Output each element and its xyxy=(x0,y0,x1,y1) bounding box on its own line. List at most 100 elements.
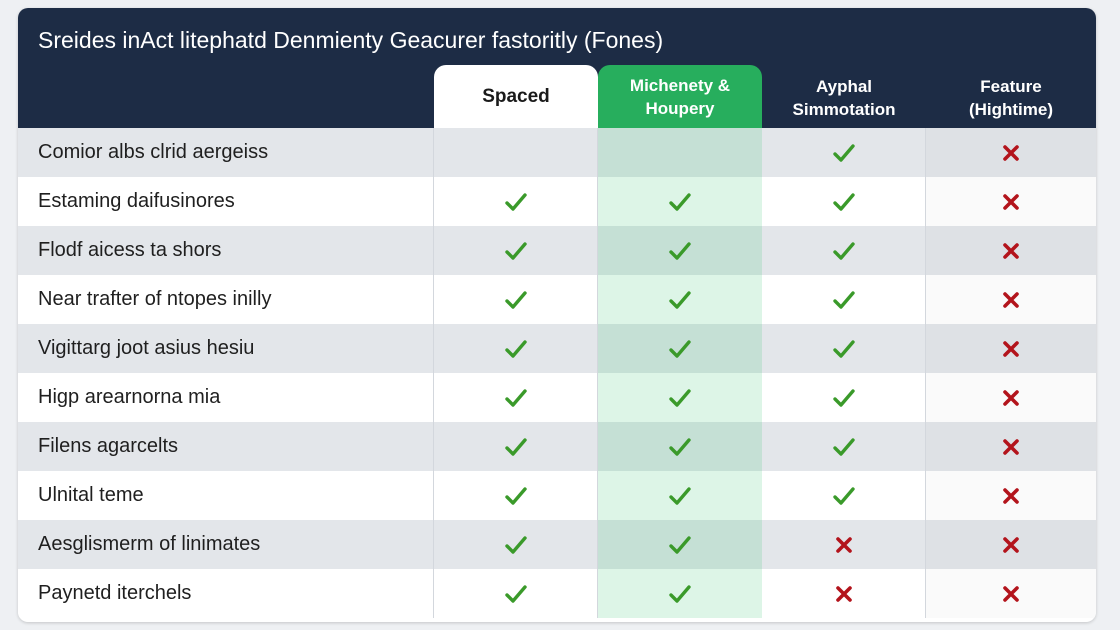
feature-cell xyxy=(598,373,762,422)
cross-icon xyxy=(1002,193,1020,211)
cross-icon xyxy=(1002,242,1020,260)
feature-cell xyxy=(926,422,1096,471)
feature-rows: Comior albs clrid aergeiss Estaming daifu… xyxy=(18,128,1096,618)
cross-icon xyxy=(1002,389,1020,407)
feature-label: Filens agarcelts xyxy=(18,422,434,471)
page-title: Sreides inAct litephatd Denmienty Geacur… xyxy=(38,27,664,53)
feature-label: Estaming daifusinores xyxy=(18,177,434,226)
feature-label: Vigittarg joot asius hesiu xyxy=(18,324,434,373)
feature-cell xyxy=(598,520,762,569)
check-icon xyxy=(668,583,692,605)
column-header-feature: Feature (Hightime) xyxy=(926,68,1096,128)
feature-label: Flodf aicess ta shors xyxy=(18,226,434,275)
feature-cell xyxy=(434,324,598,373)
table-row: Filens agarcelts xyxy=(18,422,1096,471)
feature-cell xyxy=(926,226,1096,275)
feature-label: Ulnital teme xyxy=(18,471,434,520)
table-row: Aesglismerm of linimates xyxy=(18,520,1096,569)
check-icon xyxy=(668,289,692,311)
check-icon xyxy=(668,338,692,360)
feature-cell xyxy=(762,128,926,177)
comparison-card: Sreides inAct litephatd Denmienty Geacur… xyxy=(18,8,1096,622)
check-icon xyxy=(832,436,856,458)
column-header-line: Feature xyxy=(980,77,1042,96)
feature-cell xyxy=(434,471,598,520)
check-icon xyxy=(668,534,692,556)
feature-cell xyxy=(598,177,762,226)
column-header-line: (Hightime) xyxy=(968,100,1054,119)
cross-icon xyxy=(835,536,853,554)
check-icon xyxy=(504,240,528,262)
table-row: Near trafter of ntopes inilly xyxy=(18,275,1096,324)
cross-icon xyxy=(1002,291,1020,309)
feature-cell xyxy=(762,373,926,422)
feature-cell xyxy=(434,569,598,618)
feature-cell xyxy=(434,128,598,177)
feature-cell xyxy=(598,275,762,324)
feature-cell xyxy=(926,520,1096,569)
column-header-line: Ayphal xyxy=(815,77,873,96)
feature-cell xyxy=(762,422,926,471)
column-header-line: Simmotation xyxy=(792,100,896,119)
feature-cell xyxy=(926,128,1096,177)
column-header-line: Houpery xyxy=(645,98,715,118)
cross-icon xyxy=(1002,340,1020,358)
check-icon xyxy=(504,534,528,556)
cross-icon xyxy=(1002,144,1020,162)
feature-cell xyxy=(434,373,598,422)
feature-cell xyxy=(762,520,926,569)
feature-cell xyxy=(434,226,598,275)
table-row: Estaming daifusinores xyxy=(18,177,1096,226)
feature-label: Aesglismerm of linimates xyxy=(18,520,434,569)
cross-icon xyxy=(1002,438,1020,456)
feature-cell xyxy=(762,275,926,324)
feature-cell xyxy=(434,177,598,226)
feature-cell xyxy=(434,520,598,569)
feature-cell xyxy=(598,569,762,618)
check-icon xyxy=(832,485,856,507)
check-icon xyxy=(504,191,528,213)
check-icon xyxy=(668,387,692,409)
feature-cell xyxy=(926,569,1096,618)
table-header: Sreides inAct litephatd Denmienty Geacur… xyxy=(18,8,1096,128)
feature-label: Near trafter of ntopes inilly xyxy=(18,275,434,324)
check-icon xyxy=(832,338,856,360)
feature-cell xyxy=(926,373,1096,422)
table-row: Paynetd iterchels xyxy=(18,569,1096,618)
cross-icon xyxy=(1002,487,1020,505)
table-row: Ulnital teme xyxy=(18,471,1096,520)
table-row: Vigittarg joot asius hesiu xyxy=(18,324,1096,373)
feature-cell xyxy=(434,422,598,471)
check-icon xyxy=(668,191,692,213)
feature-cell xyxy=(762,324,926,373)
check-icon xyxy=(668,485,692,507)
check-icon xyxy=(504,289,528,311)
feature-cell xyxy=(434,275,598,324)
check-icon xyxy=(668,436,692,458)
feature-cell xyxy=(926,177,1096,226)
feature-label: Comior albs clrid aergeiss xyxy=(18,128,434,177)
column-header-ayphal: Ayphal Simmotation xyxy=(762,68,926,128)
check-icon xyxy=(832,289,856,311)
check-icon xyxy=(832,387,856,409)
column-header-line: Spaced xyxy=(482,86,550,107)
check-icon xyxy=(832,142,856,164)
check-icon xyxy=(832,240,856,262)
table-row: Comior albs clrid aergeiss xyxy=(18,128,1096,177)
feature-cell xyxy=(926,471,1096,520)
feature-cell xyxy=(926,275,1096,324)
check-icon xyxy=(504,436,528,458)
feature-cell xyxy=(598,471,762,520)
feature-label: Paynetd iterchels xyxy=(18,569,434,618)
cross-icon xyxy=(1002,536,1020,554)
check-icon xyxy=(504,485,528,507)
feature-cell xyxy=(598,128,762,177)
feature-cell xyxy=(598,324,762,373)
feature-cell xyxy=(762,569,926,618)
feature-cell xyxy=(926,324,1096,373)
check-icon xyxy=(504,387,528,409)
feature-cell xyxy=(762,177,926,226)
column-header-michenety: Michenety & Houpery xyxy=(598,65,762,128)
column-header-line: Michenety & xyxy=(629,75,731,95)
check-icon xyxy=(504,583,528,605)
